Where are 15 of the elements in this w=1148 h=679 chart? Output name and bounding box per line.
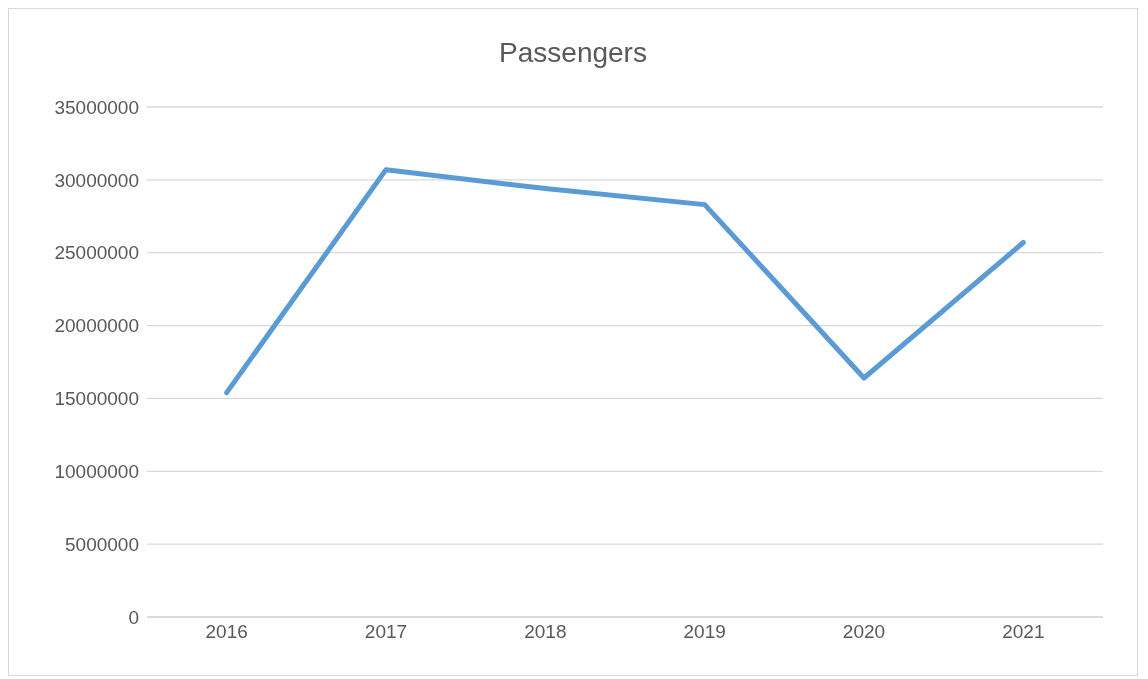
- x-tick-label: 2021: [1002, 621, 1045, 643]
- y-tick-label: 30000000: [54, 169, 139, 191]
- x-tick-label: 2019: [683, 621, 726, 643]
- y-tick-label: 10000000: [54, 461, 139, 483]
- y-tick-label: 0: [128, 606, 139, 628]
- x-tick-label: 2016: [205, 621, 248, 643]
- x-tick-label: 2020: [842, 621, 886, 643]
- x-tick-label: 2017: [364, 621, 408, 643]
- chart-title: Passengers: [498, 37, 648, 70]
- y-tick-label: 15000000: [54, 388, 139, 410]
- y-tick-label: 5000000: [65, 533, 139, 555]
- y-tick-label: 20000000: [54, 315, 139, 337]
- y-tick-label: 35000000: [54, 96, 139, 118]
- x-tick-label: 2018: [524, 621, 567, 643]
- y-tick-label: 25000000: [54, 242, 139, 264]
